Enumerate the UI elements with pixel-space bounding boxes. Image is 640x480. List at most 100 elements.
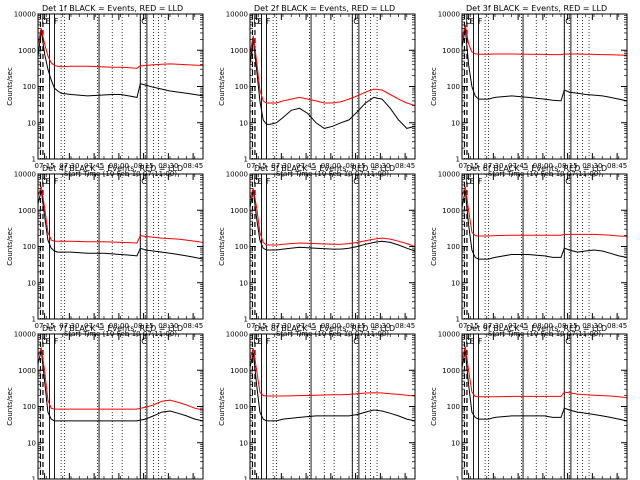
events-series-line	[250, 352, 415, 422]
plot-frame	[37, 333, 204, 480]
y-axis-label: Counts/sec	[218, 67, 226, 106]
x-tick-label: 07:15	[247, 322, 267, 330]
lld-series-line	[462, 24, 627, 56]
panel-title: Det 6f BLACK = Events, RED = LLD	[466, 164, 607, 173]
lld-series-line	[250, 35, 415, 106]
y-axis-label: Counts/sec	[6, 227, 14, 266]
x-tick-label: 07:15	[459, 162, 479, 170]
y-tick-label: 1	[456, 156, 460, 164]
y-tick-label: 10	[27, 119, 36, 127]
x-tick-label: 08:00	[321, 162, 341, 170]
annotation-label: D	[253, 17, 259, 26]
y-tick-label: 100	[447, 83, 460, 91]
y-tick-label: 100	[235, 243, 248, 251]
y-tick-label: 1	[456, 476, 460, 480]
panel-title: Det 5f BLACK = Events, RED = LLD	[254, 164, 395, 173]
y-tick-label: 1000	[442, 367, 460, 375]
annotation-label: E	[46, 177, 51, 186]
y-tick-label: 1	[456, 316, 460, 324]
y-tick-label: 1	[244, 156, 248, 164]
chart-panel-2: Det 2f BLACK = Events, RED = LLD DE F C 1 10 1…	[218, 4, 416, 178]
y-axis-label: Counts/sec	[430, 67, 438, 106]
panel-title: Det 3f BLACK = Events, RED = LLD	[466, 4, 607, 13]
y-tick-label: 1	[32, 156, 36, 164]
annotation-label: D	[465, 337, 471, 346]
y-tick-label: 10000	[438, 11, 460, 19]
x-tick-label: 08:45	[183, 162, 203, 170]
events-series-line	[462, 28, 627, 102]
events-series-line	[38, 30, 203, 98]
y-tick-label: 1000	[230, 207, 248, 215]
x-tick-label: 08:00	[109, 162, 129, 170]
x-tick-label: 08:45	[395, 322, 415, 330]
y-tick-label: 100	[23, 403, 36, 411]
y-tick-label: 1	[32, 476, 36, 480]
y-tick-label: 10000	[226, 331, 248, 339]
x-tick-label: 07:45	[296, 162, 316, 170]
x-tick-label: 08:15	[558, 322, 578, 330]
y-tick-label: 10000	[14, 171, 36, 179]
x-tick-label: 07:45	[296, 322, 316, 330]
x-tick-label: 08:15	[134, 322, 154, 330]
y-axis-label: Counts/sec	[6, 387, 14, 426]
x-tick-label: 07:30	[271, 322, 291, 330]
annotation-label: D	[41, 177, 47, 186]
x-tick-label: 08:30	[158, 162, 178, 170]
y-tick-label: 100	[447, 243, 460, 251]
panel-title: Det 9f BLACK = Events, RED = LLD	[466, 324, 607, 333]
y-axis-label: Counts/sec	[430, 387, 438, 426]
x-tick-label: 07:15	[459, 322, 479, 330]
y-tick-label: 10000	[226, 11, 248, 19]
chart-panel-8: Det 8f BLACK = Events, RED = LLD DE F C 1 10 1…	[218, 324, 416, 480]
chart-panel-3: Det 3f BLACK = Events, RED = LLD DE F C 1 10 1…	[430, 4, 628, 178]
annotation-label: F	[478, 17, 483, 26]
panel-title: Det 4f BLACK = Events, RED = LLD	[42, 164, 183, 173]
plot-frame	[461, 173, 628, 320]
panel-title: Det 2f BLACK = Events, RED = LLD	[254, 4, 395, 13]
plot-frame	[249, 13, 416, 160]
annotation-label: F	[54, 177, 59, 186]
y-tick-label: 10000	[438, 331, 460, 339]
annotation-label: F	[54, 337, 59, 346]
x-tick-label: 08:30	[158, 322, 178, 330]
x-tick-label: 08:45	[607, 162, 627, 170]
x-tick-label: 08:15	[558, 162, 578, 170]
annotation-label: C	[353, 17, 359, 26]
chart-panel-9: Det 9f BLACK = Events, RED = LLD DE F C 1 10 1…	[430, 324, 628, 480]
plot-frame	[249, 173, 416, 320]
annotation-label: C	[141, 337, 147, 346]
y-tick-label: 10	[451, 119, 460, 127]
annotation-label: C	[565, 337, 571, 346]
x-tick-label: 07:15	[35, 162, 55, 170]
y-tick-label: 10	[239, 279, 248, 287]
events-series-line	[462, 190, 627, 260]
annotation-label: E	[46, 337, 51, 346]
x-tick-label: 07:30	[483, 162, 503, 170]
y-tick-label: 1000	[18, 47, 36, 55]
annotation-label: D	[41, 337, 47, 346]
x-tick-label: 07:30	[271, 162, 291, 170]
plot-frame	[461, 13, 628, 160]
x-tick-label: 07:15	[247, 162, 267, 170]
y-tick-label: 1000	[230, 367, 248, 375]
lld-series-line	[38, 186, 203, 244]
events-series-line	[462, 350, 627, 422]
annotation-label: E	[258, 177, 263, 186]
y-tick-label: 10	[239, 439, 248, 447]
x-tick-label: 08:00	[533, 322, 553, 330]
x-tick-label: 08:30	[370, 162, 390, 170]
y-tick-label: 1000	[442, 207, 460, 215]
x-tick-label: 08:30	[582, 322, 602, 330]
lld-series-line	[250, 348, 415, 397]
annotation-label: C	[565, 17, 571, 26]
x-tick-label: 07:45	[508, 322, 528, 330]
y-tick-label: 1000	[18, 207, 36, 215]
y-tick-label: 10	[451, 439, 460, 447]
y-tick-label: 1	[244, 476, 248, 480]
annotation-label: F	[266, 337, 271, 346]
lld-series-line	[38, 346, 203, 411]
annotation-label: F	[266, 177, 271, 186]
y-axis-label: Counts/sec	[218, 387, 226, 426]
y-tick-label: 10	[27, 439, 36, 447]
annotation-label: D	[253, 177, 259, 186]
